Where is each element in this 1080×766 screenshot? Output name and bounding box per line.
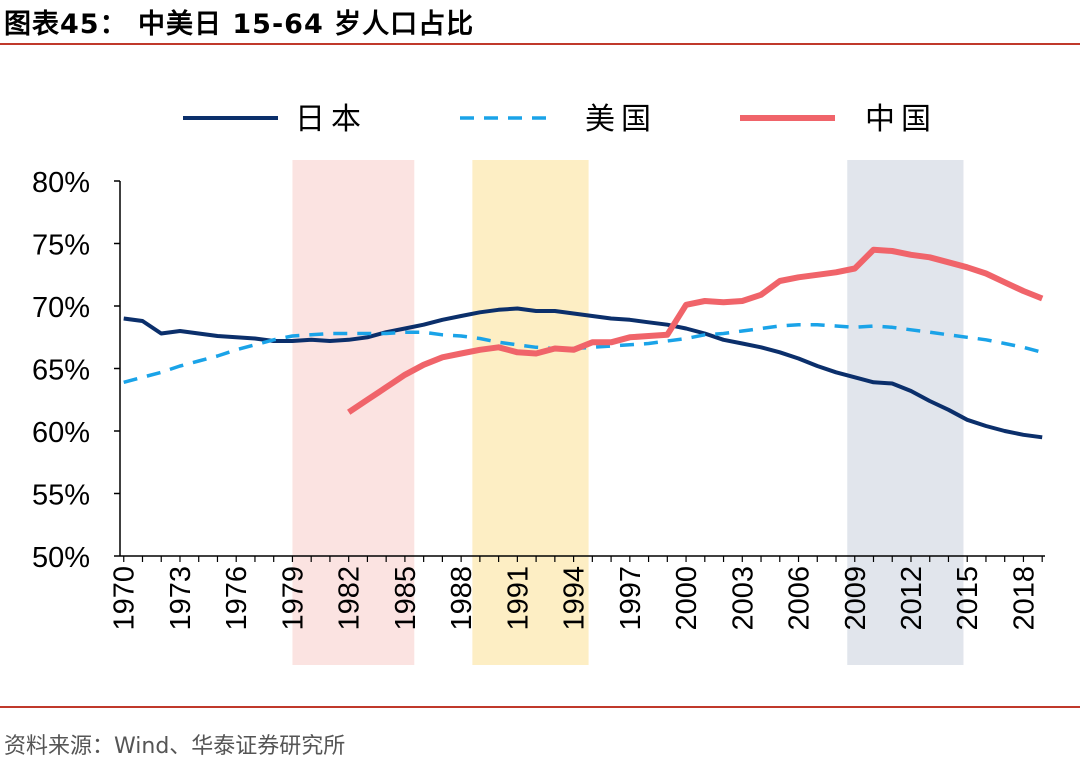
legend-label-3: 中国 xyxy=(865,102,937,137)
x-tick-label: 2018 xyxy=(1008,566,1040,631)
series-lines xyxy=(123,246,1044,440)
x-tick-label: 2000 xyxy=(671,566,703,631)
x-tick-label: 2015 xyxy=(952,566,984,631)
x-tick-label: 1985 xyxy=(390,566,422,631)
shaded-period-2 xyxy=(472,160,589,665)
y-tick-label: 65% xyxy=(32,355,90,387)
y-tick-label: 70% xyxy=(32,292,90,324)
x-tick-label: 1970 xyxy=(109,566,141,631)
shaded-period-3 xyxy=(847,160,964,665)
title-rule xyxy=(0,43,1080,45)
x-tick-label: 1988 xyxy=(446,566,478,631)
x-tick-label: 1994 xyxy=(559,566,591,631)
y-tick-label: 50% xyxy=(32,542,90,574)
series-line-3 xyxy=(347,246,1044,415)
series-line-1 xyxy=(123,306,1043,440)
x-tick-label: 1997 xyxy=(615,566,647,631)
footer-rule xyxy=(0,706,1080,708)
legend-label-2: 美国 xyxy=(585,102,657,137)
x-tick-label: 1973 xyxy=(165,566,197,631)
shaded-periods xyxy=(292,160,964,665)
x-tick-label: 2012 xyxy=(896,566,928,631)
figure-title: 图表45： 中美日 15-64 岁人口占比 xyxy=(4,9,475,40)
x-tick-label: 1991 xyxy=(502,566,534,631)
line-chart: 50% 55% 60% 65% 70% 75% 80% 1970 1973 1976 1979 198… xyxy=(32,102,1045,665)
legend-label-1: 日本 xyxy=(295,102,367,137)
source-note: 资料来源：Wind、华泰证券研究所 xyxy=(4,734,346,759)
x-tick-label: 1982 xyxy=(334,566,366,631)
y-tick-label: 60% xyxy=(32,417,90,449)
x-tick-label: 1979 xyxy=(277,566,309,631)
y-tick-label: 75% xyxy=(32,230,90,262)
axes: 50% 55% 60% 65% 70% 75% 80% 1970 1973 1976 1979 198… xyxy=(32,167,1045,631)
x-tick-label: 1976 xyxy=(221,566,253,631)
x-tick-label: 2006 xyxy=(784,566,816,631)
y-tick-label: 55% xyxy=(32,480,90,512)
x-tick-label: 2003 xyxy=(727,566,759,631)
legend: 日本 美国 中国 xyxy=(183,102,937,137)
x-tick-label: 2009 xyxy=(840,566,872,631)
y-tick-label: 80% xyxy=(32,167,90,199)
